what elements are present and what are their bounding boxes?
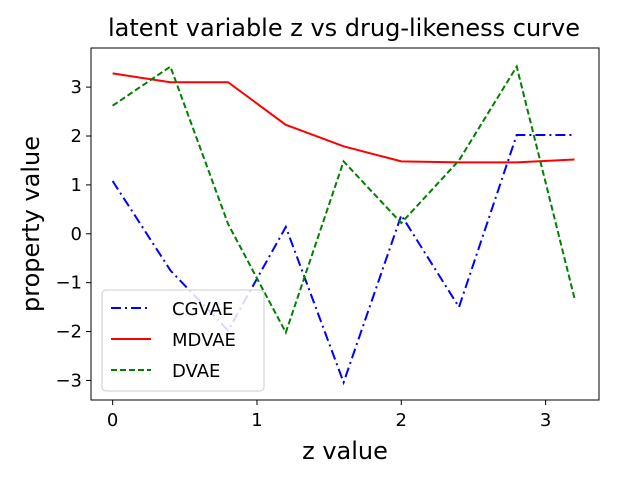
x-axis-label: z value — [302, 437, 388, 465]
legend-label-dvae: DVAE — [172, 361, 220, 382]
y-tick-label: −3 — [55, 370, 82, 391]
y-tick-label: 1 — [71, 175, 82, 196]
chart-title: latent variable z vs drug-likeness curve — [108, 14, 580, 42]
legend-box — [101, 289, 265, 392]
y-tick-label: −2 — [55, 322, 82, 343]
y-axis-label: property value — [17, 136, 45, 312]
x-axis: 0 1 2 3 — [107, 400, 551, 431]
x-tick-label: 0 — [107, 410, 118, 431]
x-tick-label: 2 — [396, 410, 407, 431]
legend: CGVAE MDVAE DVAE — [101, 289, 265, 392]
y-axis: −3 −2 −1 0 1 2 3 — [55, 77, 91, 391]
series-line-dvae — [112, 64, 576, 336]
x-tick-label: 3 — [540, 410, 551, 431]
series-line-mdvae — [112, 72, 575, 164]
y-tick-label: 3 — [71, 77, 82, 98]
plot-frame — [90, 47, 600, 401]
legend-label-cgvae: CGVAE — [172, 299, 233, 320]
y-tick-label: −1 — [55, 273, 82, 294]
x-tick-label: 1 — [251, 410, 262, 431]
legend-label-mdvae: MDVAE — [172, 330, 236, 351]
y-tick-label: 0 — [71, 224, 82, 245]
y-tick-label: 2 — [71, 126, 82, 147]
